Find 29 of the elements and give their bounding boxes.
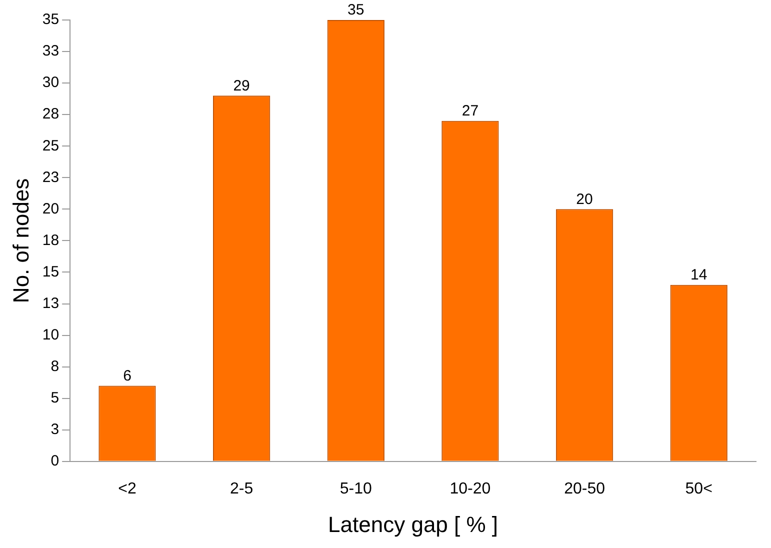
y-tick-label: 8 [50,358,60,375]
y-tick-label: 25 [42,137,60,154]
x-tick-label: <2 [118,480,136,498]
data-label: 29 [233,77,250,94]
y-tick-label: 15 [42,263,60,280]
data-label: 6 [123,367,132,384]
data-label: 27 [462,102,479,120]
y-tick-label: 30 [42,74,60,92]
x-axis-title: Latency gap [ % ] [328,512,498,537]
y-tick-label: 10 [42,326,60,344]
data-label: 14 [690,266,708,284]
y-tick-label: 3 [50,421,60,438]
y-tick-label: 20 [42,200,60,218]
y-tick-label: 35 [42,11,60,28]
x-tick-label: 2-5 [230,480,254,498]
y-tick-label: 23 [42,168,60,186]
data-label: 20 [576,190,593,208]
y-tick-label: 0 [50,452,60,470]
y-tick-label: 13 [42,294,60,312]
x-tick-label: 5-10 [340,480,372,498]
y-axis-title: No. of nodes [8,178,34,304]
x-tick-label: 20-50 [564,480,606,498]
x-tick-label: 50< [685,480,712,498]
x-tick-label: 10-20 [450,480,491,498]
y-tick-label: 33 [42,42,60,60]
y-tick-label: 18 [42,232,60,249]
data-label: 35 [348,2,364,19]
y-tick-label: 5 [50,389,60,406]
y-tick-label: 28 [42,106,60,123]
